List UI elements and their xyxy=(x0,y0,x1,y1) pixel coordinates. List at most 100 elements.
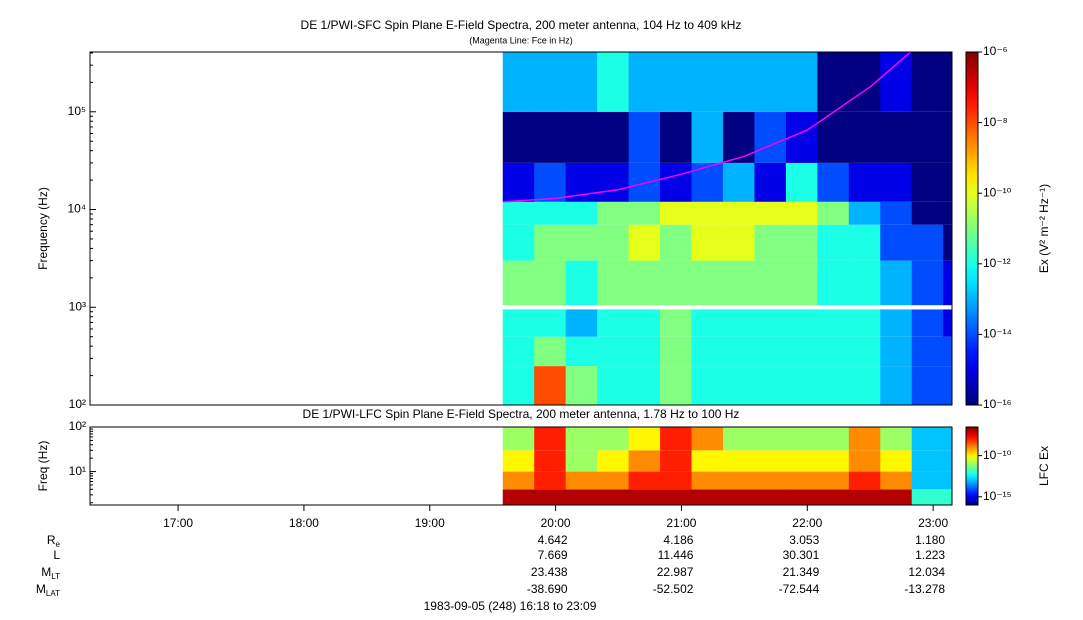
heat-cell xyxy=(785,489,818,505)
heat-cell xyxy=(502,489,535,505)
colorbar-tick-label: 10⁻¹⁰ xyxy=(983,185,1012,199)
heat-cell xyxy=(785,201,818,225)
heat-cell xyxy=(597,309,629,337)
ephemeris-value: 4.642 xyxy=(538,533,568,547)
colorbar xyxy=(965,426,979,506)
heat-cell xyxy=(754,450,787,472)
heat-cell xyxy=(628,450,661,472)
colorbar xyxy=(965,51,979,406)
heat-cell xyxy=(565,450,598,472)
heat-cell xyxy=(628,309,661,337)
heat-cell xyxy=(660,224,692,261)
heat-cell xyxy=(565,224,598,261)
heat-cell xyxy=(597,471,629,490)
heat-cell xyxy=(660,366,692,405)
heat-cell xyxy=(848,336,881,367)
ephemeris-value: -13.278 xyxy=(904,582,945,596)
heat-cell xyxy=(754,309,787,337)
heat-cell xyxy=(722,450,755,472)
heat-cell xyxy=(660,201,692,225)
heat-cell xyxy=(817,162,850,202)
heat-cell xyxy=(911,201,944,225)
heat-cell xyxy=(534,471,567,490)
ephemeris-label-main: R xyxy=(47,533,56,547)
heat-cell xyxy=(848,111,881,163)
ephemeris-value: -38.690 xyxy=(527,582,568,596)
heat-cell xyxy=(943,111,952,163)
heat-cell xyxy=(911,336,944,367)
heat-cell xyxy=(565,111,598,163)
heat-cell xyxy=(911,162,944,202)
ephemeris-label-sub: LT xyxy=(51,572,60,581)
heat-cell xyxy=(502,224,535,261)
x-tick-label: 18:00 xyxy=(289,516,319,530)
heat-cell xyxy=(597,489,629,505)
heat-cell xyxy=(597,52,629,112)
heat-cell xyxy=(817,427,850,451)
heat-cell xyxy=(785,224,818,261)
heat-cell xyxy=(880,224,913,261)
heat-cell xyxy=(817,366,850,405)
heat-cell xyxy=(534,309,567,337)
ephemeris-label-main: M xyxy=(41,565,51,579)
heat-cell xyxy=(565,52,598,112)
heat-cell xyxy=(660,52,692,112)
heat-cell xyxy=(691,309,724,337)
heat-cell xyxy=(911,224,944,261)
heat-cell xyxy=(691,52,724,112)
heat-cell xyxy=(597,260,629,306)
heat-cell xyxy=(628,336,661,367)
heat-cell xyxy=(943,201,952,225)
heat-cell xyxy=(911,260,944,306)
ephemeris-value: 1.180 xyxy=(915,533,945,547)
heat-cell xyxy=(691,489,724,505)
heat-cell xyxy=(502,336,535,367)
heat-cell xyxy=(691,450,724,472)
heat-cell xyxy=(880,450,913,472)
y-axis-label: Freq (Hz) xyxy=(36,441,50,492)
ephemeris-label-main: L xyxy=(53,548,60,562)
y-tick-label: 10³ xyxy=(69,299,86,313)
heat-cell xyxy=(597,111,629,163)
heat-cell xyxy=(943,471,952,490)
heat-cell xyxy=(660,336,692,367)
ephemeris-label: MLT xyxy=(41,565,60,581)
heat-cell xyxy=(880,309,913,337)
heat-cell xyxy=(754,162,787,202)
heat-cell xyxy=(943,52,952,112)
heat-cell xyxy=(628,489,661,505)
x-tick-label: 19:00 xyxy=(415,516,445,530)
heat-cell xyxy=(848,260,881,306)
heat-cell xyxy=(785,309,818,337)
heat-cell xyxy=(691,427,724,451)
heat-cell xyxy=(502,52,535,112)
heat-cell xyxy=(534,224,567,261)
heat-cell xyxy=(754,201,787,225)
heat-cell xyxy=(628,52,661,112)
heat-cell xyxy=(911,52,944,112)
heat-cell xyxy=(880,260,913,306)
ephemeris-value: 7.669 xyxy=(538,548,568,562)
plot-area xyxy=(502,52,952,405)
heat-cell xyxy=(534,336,567,367)
heat-cell xyxy=(880,489,913,505)
heat-cell xyxy=(502,450,535,472)
y-tick-label: 10⁴ xyxy=(67,202,86,216)
heat-cell xyxy=(565,427,598,451)
ephemeris-value: 30.301 xyxy=(783,548,820,562)
heat-cell xyxy=(785,427,818,451)
heat-cell xyxy=(691,224,724,261)
plot-frame xyxy=(89,51,953,406)
heat-cell xyxy=(722,52,755,112)
heat-cell xyxy=(660,309,692,337)
heat-cell xyxy=(597,450,629,472)
heat-cell xyxy=(722,111,755,163)
heat-cell xyxy=(943,224,952,261)
heat-cell xyxy=(628,162,661,202)
y-tick-label: 10² xyxy=(69,419,86,433)
heat-cell xyxy=(754,111,787,163)
heat-cell xyxy=(660,162,692,202)
heat-cell xyxy=(880,111,913,163)
heat-cell xyxy=(880,162,913,202)
heat-cell xyxy=(502,471,535,490)
